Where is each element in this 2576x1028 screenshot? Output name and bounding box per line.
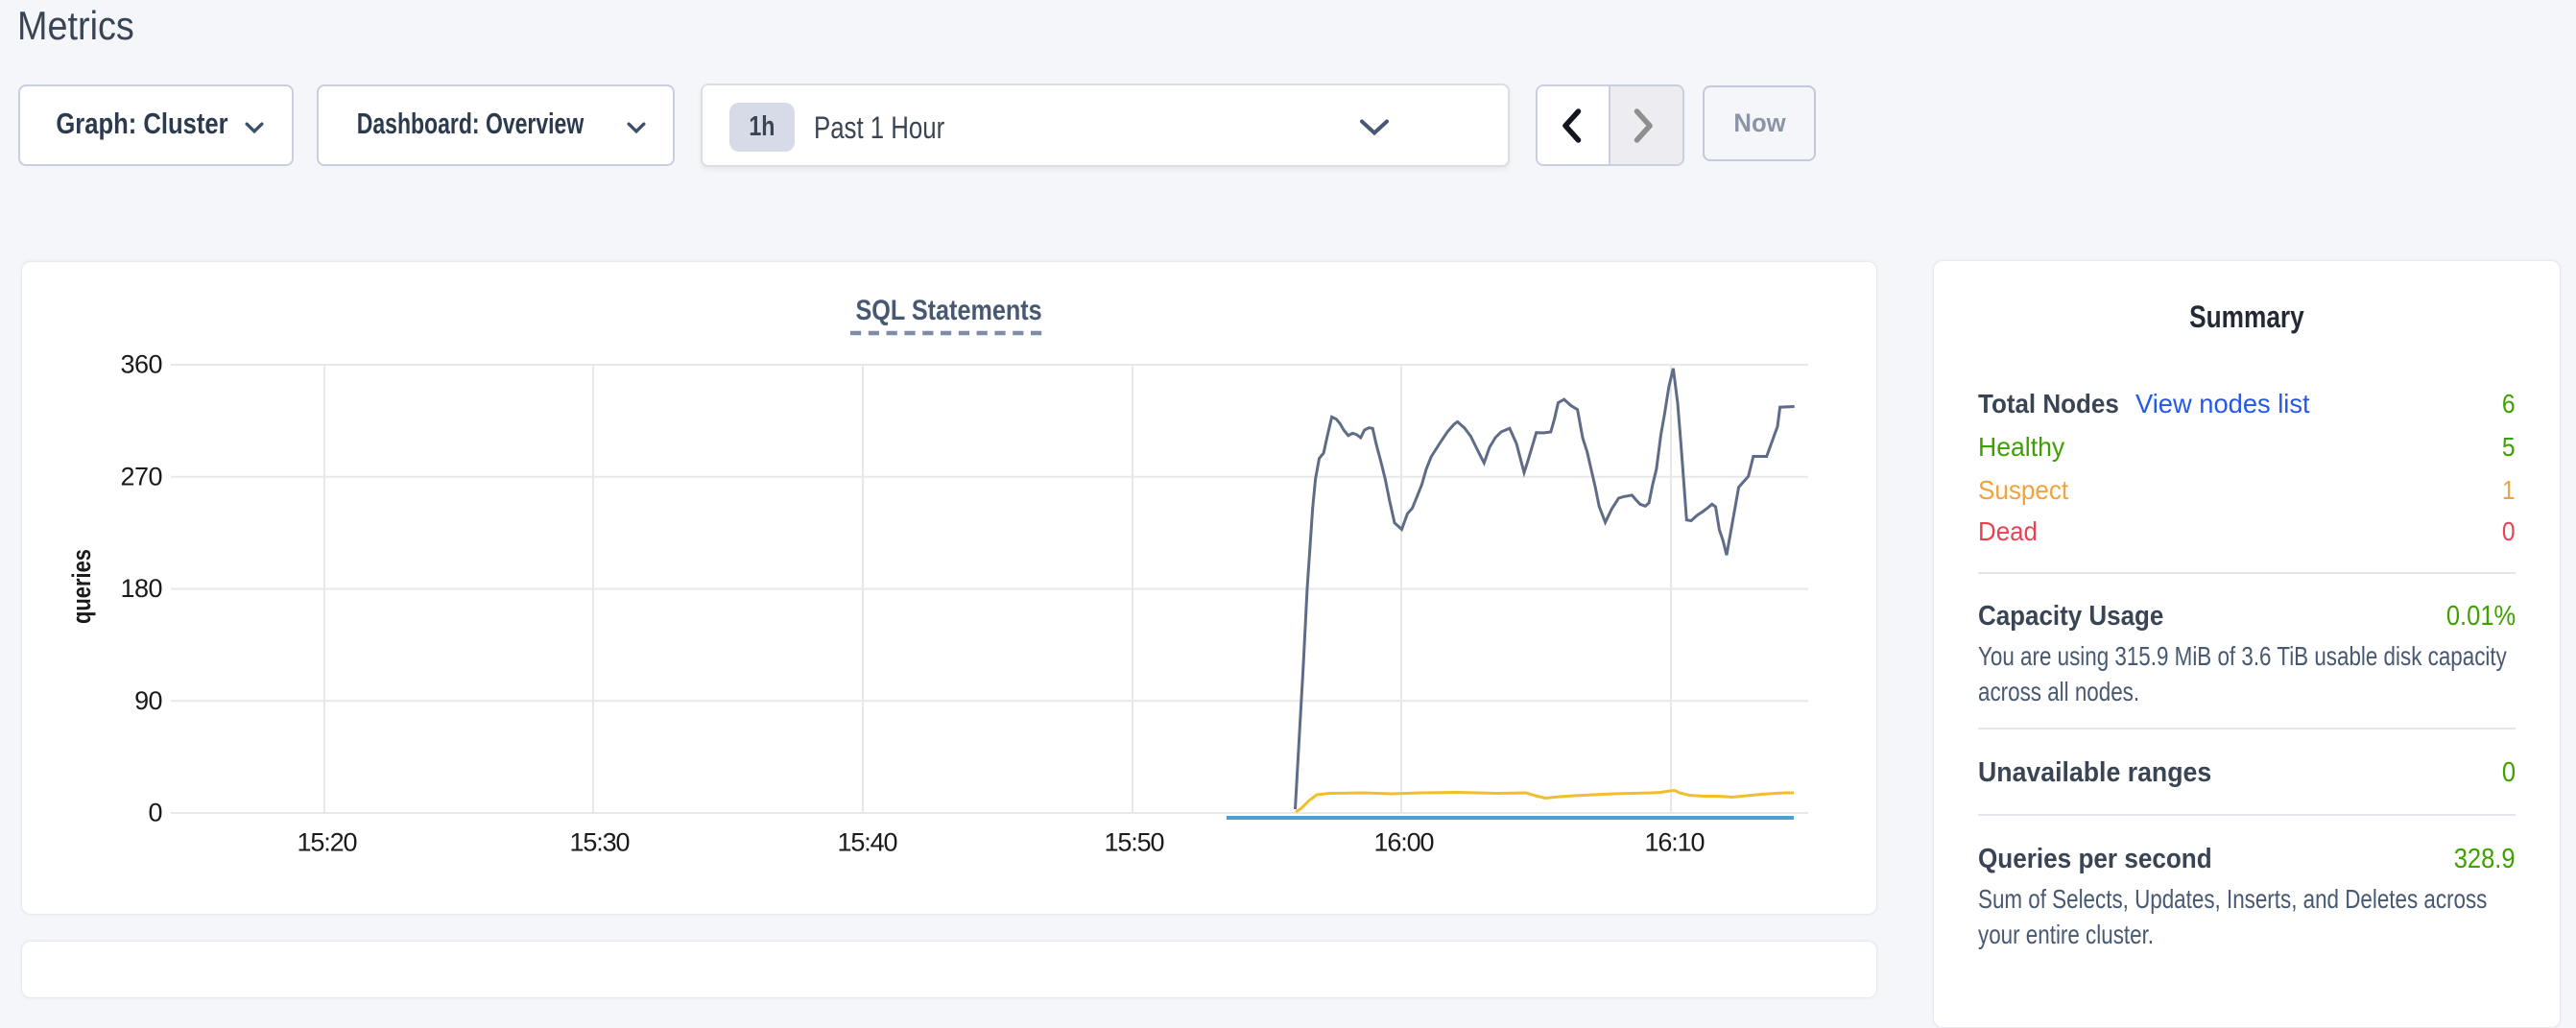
svg-text:15:30: 15:30 xyxy=(570,828,631,857)
svg-text:15:50: 15:50 xyxy=(1105,828,1165,857)
svg-text:15:20: 15:20 xyxy=(298,828,358,857)
svg-text:180: 180 xyxy=(121,574,163,603)
svg-text:15:40: 15:40 xyxy=(838,828,898,857)
svg-text:16:00: 16:00 xyxy=(1374,828,1435,857)
svg-text:270: 270 xyxy=(121,462,163,490)
svg-text:queries: queries xyxy=(67,549,96,624)
svg-text:16:10: 16:10 xyxy=(1645,828,1705,857)
svg-text:90: 90 xyxy=(134,686,162,715)
svg-text:360: 360 xyxy=(121,350,163,379)
svg-text:0: 0 xyxy=(148,799,162,827)
